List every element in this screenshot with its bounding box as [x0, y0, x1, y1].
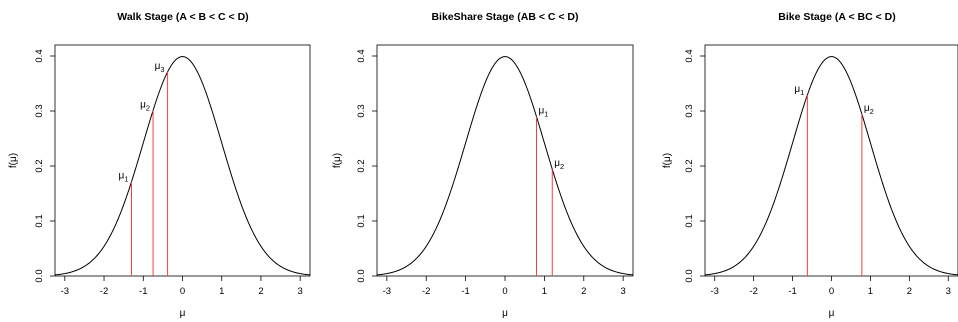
- chart-panel-bike: Bike Stage (A < BC < D) -3 -2 -1 0 1 2 3 0.0 0.1 0…: [662, 11, 958, 319]
- x-axis-label: μ: [829, 308, 835, 319]
- threshold-subscript: 1: [544, 110, 548, 119]
- threshold-label: μ2: [864, 103, 874, 116]
- y-tick-label: 0.2: [684, 159, 695, 172]
- density-curve: [376, 56, 634, 276]
- x-tick-label: -1: [139, 286, 147, 297]
- threshold-subscript: 2: [560, 162, 564, 171]
- x-tick-label: -2: [100, 286, 108, 297]
- threshold-symbol: μ: [539, 106, 545, 117]
- y-tick-label: 0.3: [684, 104, 695, 117]
- y-tick-label: 0.1: [684, 214, 695, 227]
- threshold-symbol: μ: [119, 171, 125, 182]
- x-tick-label: 3: [946, 286, 951, 297]
- y-tick-label: 0.2: [34, 159, 45, 172]
- threshold-label: μ2: [140, 99, 150, 112]
- chart-title: Walk Stage (A < B < C < D): [117, 11, 248, 23]
- x-tick-label: 2: [907, 286, 912, 297]
- x-tick-label: 1: [868, 286, 873, 297]
- x-tick-label: -2: [749, 286, 757, 297]
- plot-frame: [54, 44, 311, 277]
- density-curve: [54, 56, 311, 276]
- threshold-label: μ2: [554, 158, 564, 171]
- threshold-symbol: μ: [140, 99, 146, 110]
- y-tick-label: 0.1: [356, 214, 367, 227]
- y-axis-label: f(μ): [662, 153, 673, 168]
- threshold-symbol: μ: [794, 84, 800, 95]
- threshold-label: μ1: [794, 84, 804, 97]
- chart-title: Bike Stage (A < BC < D): [778, 11, 895, 23]
- x-tick-label: 0: [180, 286, 185, 297]
- chart-panel-walk: Walk Stage (A < B < C < D) -3 -2 -1 0 1 2 3 0.0 0…: [8, 11, 311, 319]
- threshold-subscript: 1: [800, 88, 804, 97]
- x-tick-label: -1: [461, 286, 469, 297]
- y-tick-label: 0.0: [684, 269, 695, 282]
- threshold-label: μ1: [119, 171, 129, 184]
- density-curve: [704, 56, 958, 276]
- chart-title: BikeShare Stage (AB < C < D): [431, 11, 578, 23]
- threshold-symbol: μ: [155, 61, 161, 72]
- y-tick-label: 0.4: [356, 49, 367, 62]
- y-tick-label: 0.4: [34, 49, 45, 62]
- plot-frame: [704, 44, 958, 277]
- threshold-label: μ1: [539, 106, 549, 119]
- plot-frame: [376, 44, 634, 277]
- x-tick-label: 1: [542, 286, 547, 297]
- x-axis-label: μ: [502, 308, 508, 319]
- x-tick-label: -3: [61, 286, 69, 297]
- x-tick-label: 2: [581, 286, 586, 297]
- threshold-subscript: 2: [146, 103, 150, 112]
- x-axis-label: μ: [180, 308, 186, 319]
- y-axis-label: f(μ): [332, 153, 343, 168]
- threshold-subscript: 1: [124, 175, 128, 184]
- x-tick-label: -3: [383, 286, 391, 297]
- x-tick-label: 1: [219, 286, 224, 297]
- x-tick-label: 0: [502, 286, 507, 297]
- threshold-symbol: μ: [864, 103, 870, 114]
- chart-panel-bikeshare: BikeShare Stage (AB < C < D) -3 -2 -1 0 1 2 3 0.…: [332, 11, 634, 319]
- threshold-label: μ3: [155, 61, 165, 74]
- y-tick-label: 0.0: [356, 269, 367, 282]
- y-tick-label: 0.3: [356, 104, 367, 117]
- y-tick-label: 0.3: [34, 104, 45, 117]
- y-tick-label: 0.4: [684, 49, 695, 62]
- x-tick-label: 3: [298, 286, 303, 297]
- y-tick-label: 0.1: [34, 214, 45, 227]
- y-tick-label: 0.0: [34, 269, 45, 282]
- x-tick-label: 3: [621, 286, 626, 297]
- x-tick-label: -1: [788, 286, 796, 297]
- threshold-subscript: 2: [870, 107, 874, 116]
- threshold-subscript: 3: [160, 65, 164, 74]
- y-tick-label: 0.2: [356, 159, 367, 172]
- x-tick-label: -2: [422, 286, 430, 297]
- y-axis-label: f(μ): [8, 153, 19, 168]
- x-tick-label: 0: [829, 286, 834, 297]
- x-tick-label: 2: [258, 286, 263, 297]
- x-tick-label: -3: [711, 286, 719, 297]
- threshold-symbol: μ: [554, 158, 560, 169]
